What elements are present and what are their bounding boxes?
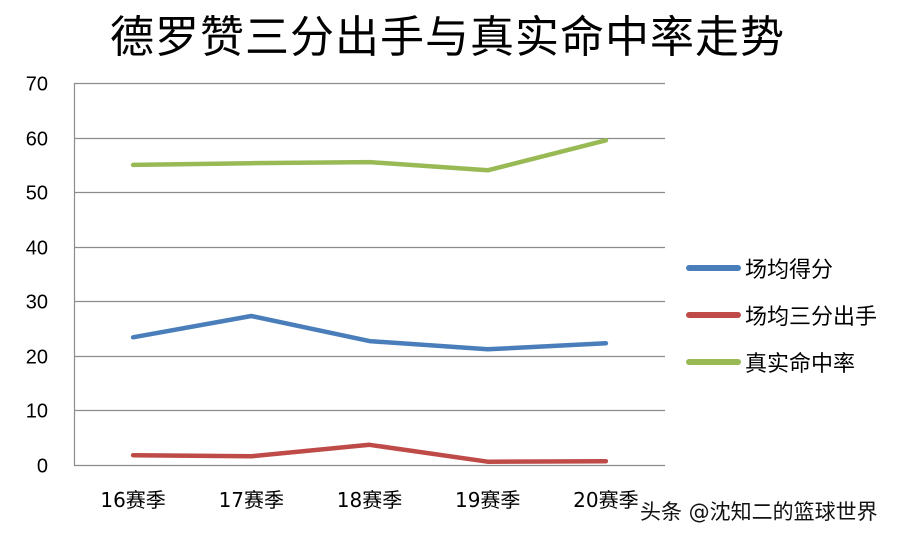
- y-axis: 0 10 20 30 40 50 60 70: [26, 74, 76, 478]
- x-tick-label: 19赛季: [455, 488, 520, 512]
- data-series: [130, 138, 609, 464]
- x-axis: 16赛季 17赛季 18赛季 19赛季 20赛季: [100, 488, 638, 512]
- watermark: 头条 @沈知二的篮球世界: [640, 500, 878, 524]
- y-tick-label: 50: [26, 183, 48, 205]
- x-tick-label: 17赛季: [219, 488, 284, 512]
- legend-item-ts-pct: 真实命中率: [686, 338, 877, 385]
- x-tick-label: 16赛季: [100, 488, 165, 512]
- legend-swatch-red: [686, 311, 741, 318]
- series-line: [130, 138, 609, 173]
- legend-swatch-green: [686, 358, 741, 365]
- legend-item-points: 场均得分: [686, 244, 877, 291]
- y-tick-label: 40: [26, 238, 48, 260]
- y-tick-label: 60: [26, 129, 48, 151]
- chart-legend: 场均得分 场均三分出手 真实命中率: [686, 244, 877, 385]
- legend-label: 场均得分: [745, 257, 834, 283]
- legend-swatch-blue: [686, 264, 741, 271]
- series-line: [130, 442, 609, 464]
- chart-title: 德罗赞三分出手与真实命中率走势: [110, 12, 785, 63]
- legend-label: 真实命中率: [745, 351, 856, 377]
- legend-item-three-attempts: 场均三分出手: [686, 291, 877, 338]
- y-tick-label: 70: [26, 74, 48, 96]
- series-line: [130, 313, 609, 352]
- y-tick-label: 30: [26, 292, 48, 314]
- x-tick-label: 18赛季: [337, 488, 402, 512]
- legend-label: 场均三分出手: [745, 304, 878, 330]
- y-tick-label: 10: [26, 401, 48, 423]
- y-tick-label: 0: [37, 456, 48, 478]
- gridlines: [74, 82, 665, 467]
- y-tick-label: 20: [26, 347, 48, 369]
- x-tick-label: 20赛季: [573, 488, 638, 512]
